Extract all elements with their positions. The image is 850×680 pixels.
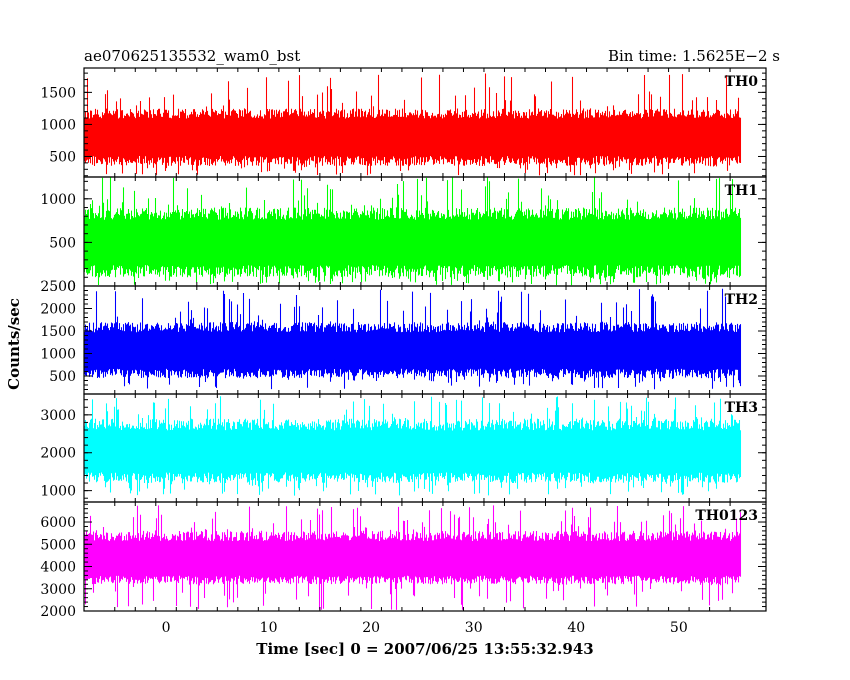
x-tick-label: 50 bbox=[670, 620, 688, 636]
x-tick-label: 20 bbox=[362, 620, 380, 636]
x-tick-label: 30 bbox=[465, 620, 483, 636]
y-tick-label-th2: 1500 bbox=[40, 324, 76, 340]
y-tick-label-th2: 1000 bbox=[40, 347, 76, 363]
y-tick-label-th0123: 6000 bbox=[40, 515, 76, 531]
plot-title: ae070625135532_wam0_bst bbox=[84, 47, 300, 65]
panel-label-th1: TH1 bbox=[725, 183, 758, 199]
y-tick-label-th1: 500 bbox=[49, 235, 76, 251]
panels-group: 50010001500TH005001000TH1500100015002000… bbox=[40, 67, 767, 636]
y-tick-label-th1: 0 bbox=[67, 279, 76, 295]
y-tick-label-th3: 3000 bbox=[40, 408, 76, 424]
y-axis-label: Counts/sec bbox=[5, 298, 23, 390]
y-tick-label-th2: 500 bbox=[49, 369, 76, 385]
panel-frame-th0123 bbox=[83, 501, 767, 612]
y-tick-label-th0123: 4000 bbox=[40, 560, 76, 576]
y-tick-label-th2: 2000 bbox=[40, 302, 76, 318]
series-line-th3 bbox=[83, 396, 742, 496]
y-tick-label-th0123: 3000 bbox=[40, 582, 76, 598]
panel-label-th0123: TH0123 bbox=[695, 508, 758, 524]
y-tick-label-th0: 1000 bbox=[40, 117, 76, 133]
series-line-th2 bbox=[83, 288, 742, 390]
x-axis-label: Time [sec] 0 = 2007/06/25 13:55:32.943 bbox=[256, 640, 593, 658]
y-tick-label-th1: 1000 bbox=[40, 192, 76, 208]
bin-time-label: Bin time: 1.5625E−2 s bbox=[608, 47, 780, 65]
panel-label-th0: TH0 bbox=[725, 74, 759, 90]
y-tick-label-th0123: 5000 bbox=[40, 537, 76, 553]
y-tick-label-th3: 2000 bbox=[40, 446, 76, 462]
y-tick-label-th0123: 2000 bbox=[40, 604, 76, 620]
panel-label-th2: TH2 bbox=[725, 292, 758, 308]
x-tick-label: 10 bbox=[260, 620, 278, 636]
x-tick-label: 40 bbox=[567, 620, 585, 636]
series-line-th0123 bbox=[83, 505, 742, 610]
y-tick-label-th0: 1500 bbox=[40, 85, 76, 101]
y-tick-label-th2: 2500 bbox=[40, 279, 76, 295]
series-line-th1 bbox=[83, 177, 742, 286]
y-tick-label-th0: 500 bbox=[49, 149, 76, 165]
series-line-th0 bbox=[83, 73, 742, 176]
x-tick-label: 0 bbox=[162, 620, 171, 636]
y-tick-label-th3: 1000 bbox=[40, 484, 76, 500]
panel-label-th3: TH3 bbox=[725, 400, 758, 416]
